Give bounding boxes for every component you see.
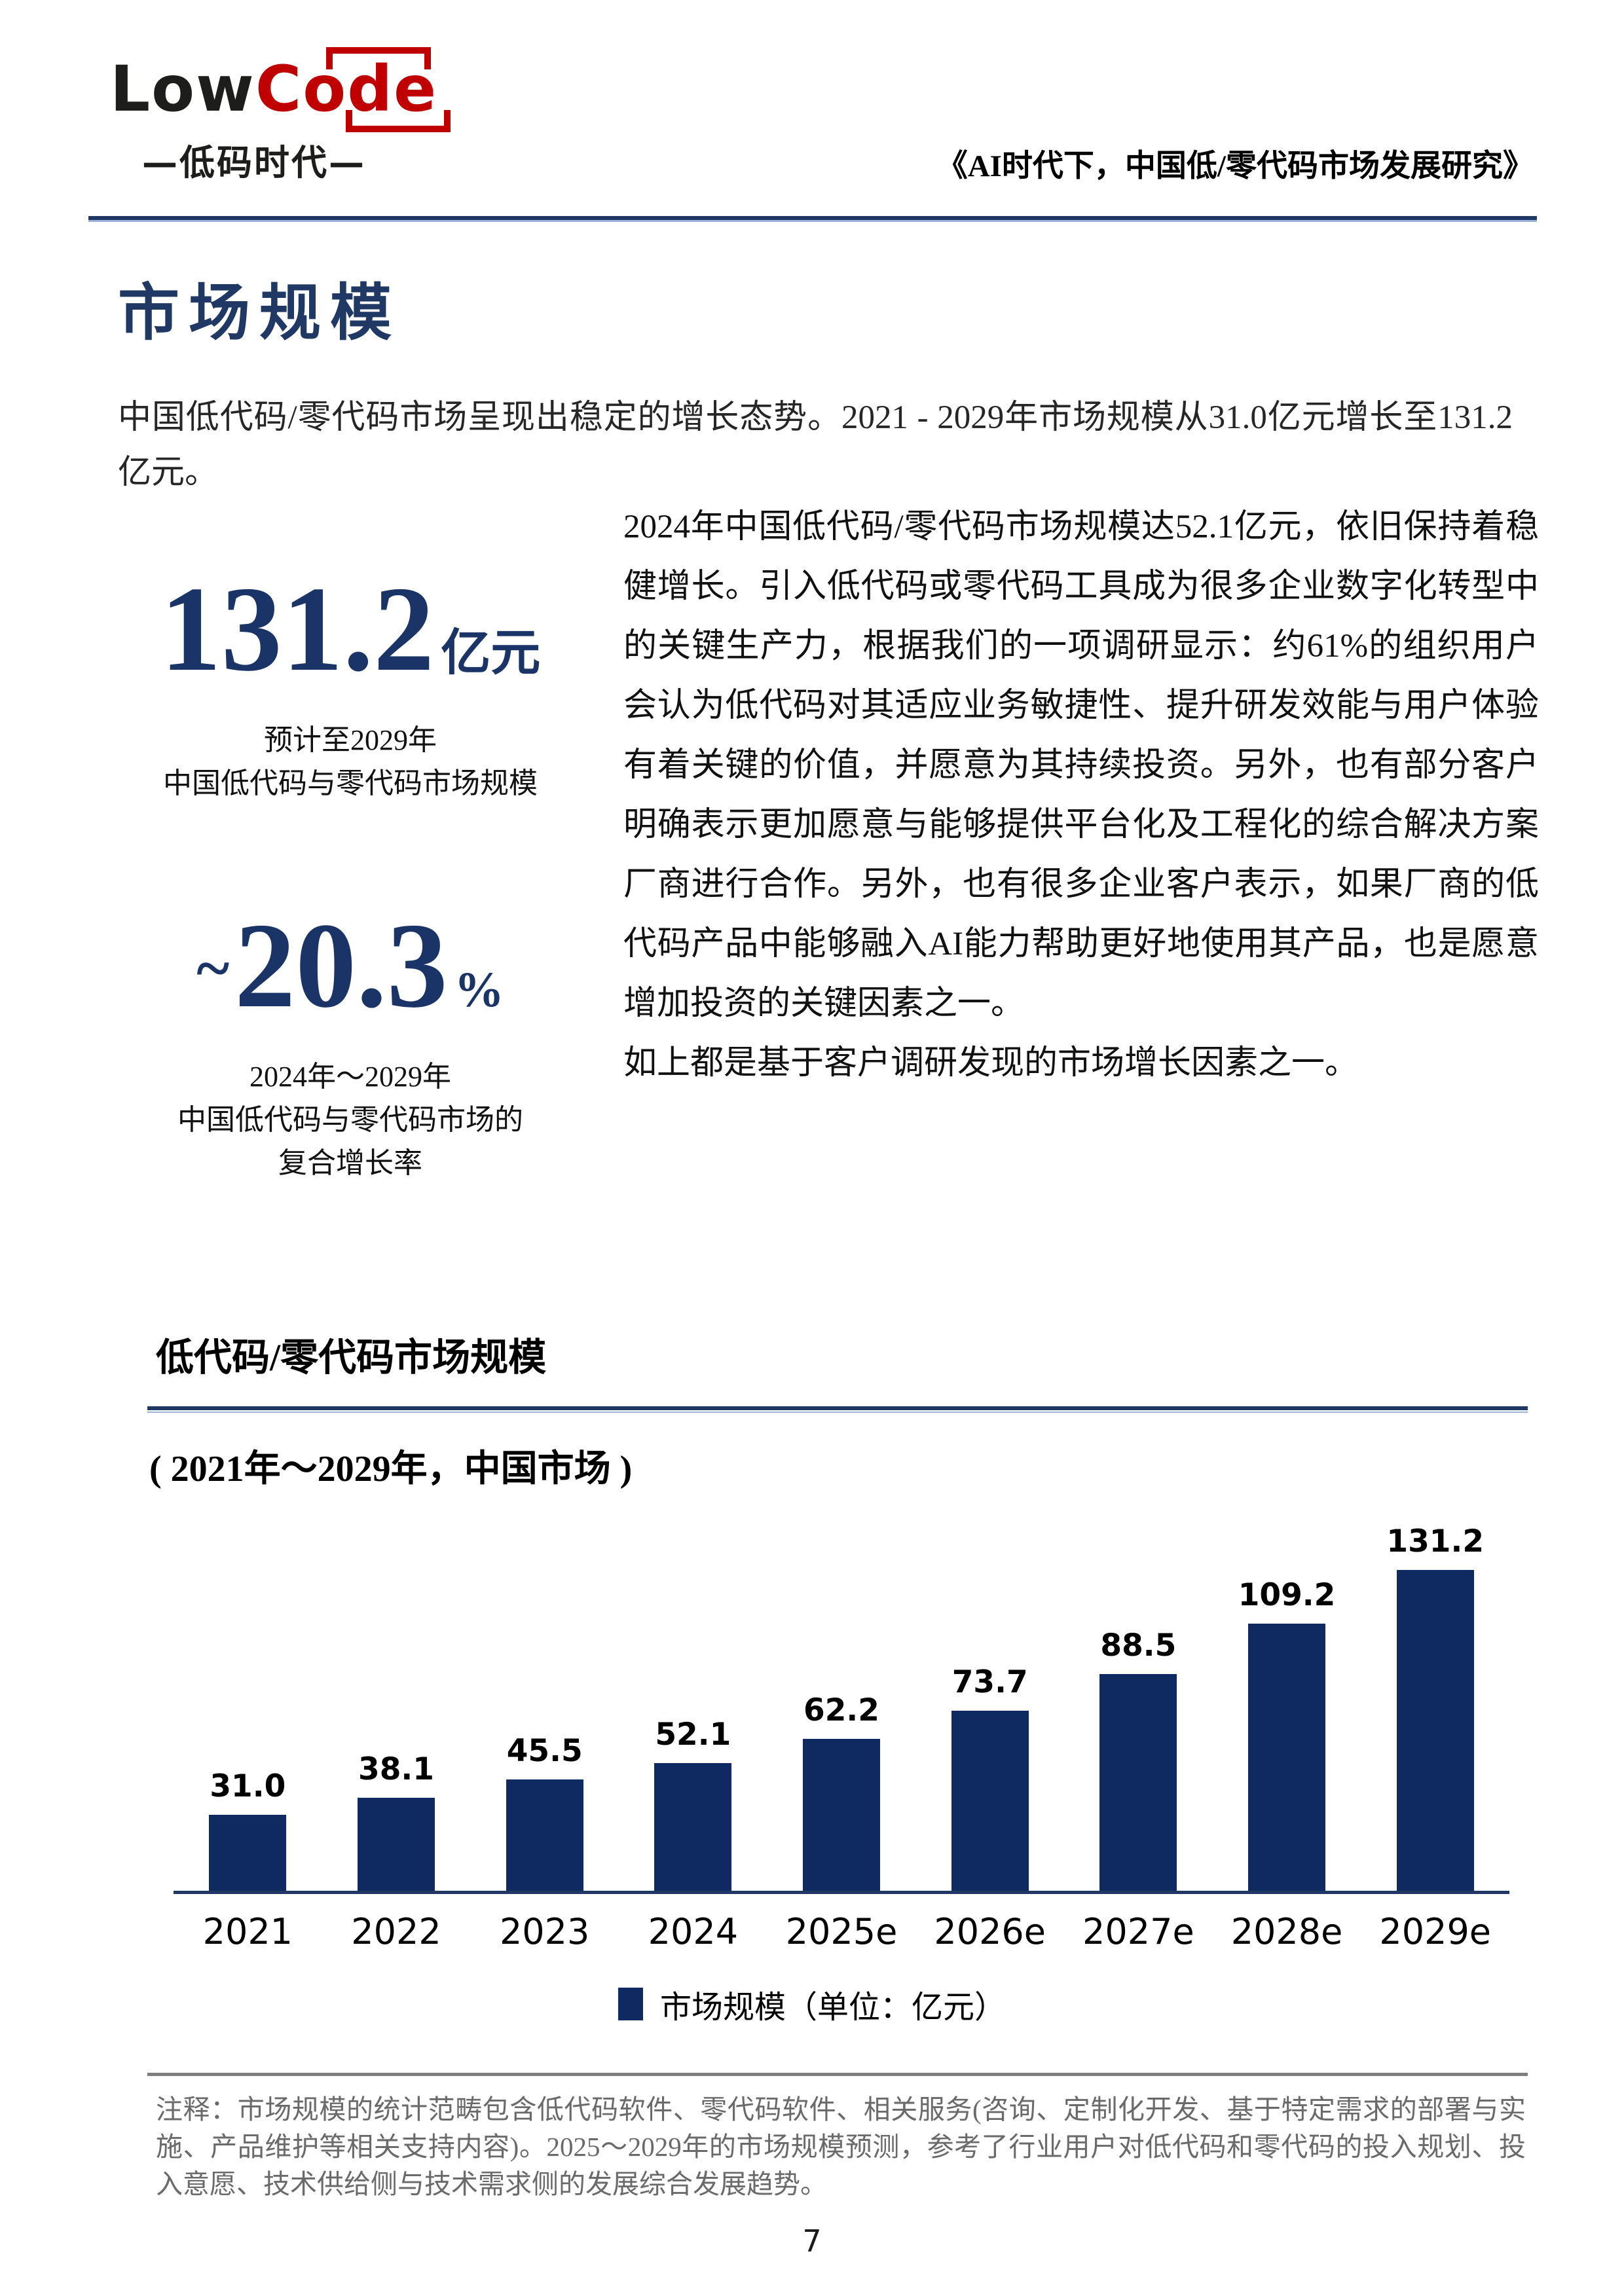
- bar-column: 45.5: [470, 1733, 619, 1891]
- legend-label: 市场规模（单位：亿元）: [659, 1990, 1006, 2025]
- bar-column: 88.5: [1064, 1628, 1213, 1891]
- bar-value-label: 73.7: [951, 1664, 1028, 1700]
- bar-column: 38.1: [322, 1751, 471, 1891]
- body-paragraph: 如上都是基于客户调研发现的市场增长因素之一。: [623, 1045, 1359, 1082]
- stat-value: 131.2 亿元: [105, 568, 596, 690]
- bar-column: 109.2: [1213, 1577, 1361, 1891]
- page-number: 7: [802, 2223, 822, 2259]
- bar-value-label: 109.2: [1238, 1577, 1336, 1613]
- stat-unit: 亿元: [441, 626, 541, 681]
- stat-caption-line: 中国低代码与零代码市场规模: [163, 767, 538, 799]
- bar: [654, 1763, 732, 1891]
- x-axis-label: 2022: [351, 1911, 441, 1952]
- stat-market-size-2029: 131.2 亿元 预计至2029年 中国低代码与零代码市场规模: [105, 568, 596, 805]
- logo-text-low: Low: [110, 52, 255, 126]
- bar-column: 62.2: [767, 1692, 916, 1891]
- footnote-divider: [147, 2073, 1528, 2076]
- bar-value-label: 38.1: [358, 1751, 434, 1787]
- chart-x-axis: 2021 2022 2023 2024 2025e 2026e 2027e 2028e 2029…: [174, 1911, 1509, 1952]
- stat-unit: %: [454, 962, 504, 1017]
- x-axis-label: 2023: [499, 1911, 590, 1952]
- bar: [1248, 1624, 1326, 1891]
- chart-legend: 市场规模（单位：亿元）: [0, 1981, 1624, 2027]
- x-axis-label: 2027e: [1082, 1911, 1194, 1952]
- bar: [358, 1798, 435, 1891]
- bar-chart: 31.0 38.1 45.5 52.1 62.2 73.7 88.5 109.2 131.2 2…: [174, 1520, 1509, 1952]
- bar-column: 52.1: [619, 1717, 767, 1891]
- stat-caption-line: 预计至2029年: [264, 724, 437, 756]
- header-divider: [88, 216, 1537, 222]
- bar-value-label: 45.5: [506, 1733, 583, 1769]
- bar: [506, 1779, 583, 1891]
- x-axis-label: 2025e: [785, 1911, 898, 1952]
- x-axis-label: 2024: [648, 1911, 739, 1952]
- x-axis-label: 2026e: [934, 1911, 1046, 1952]
- stat-value: ~20.3%: [105, 905, 596, 1027]
- legend-swatch-icon: [618, 1988, 643, 2020]
- body-paragraph: 2024年中国低代码/零代码市场规模达52.1亿元，依旧保持着稳健增长。引入低代…: [623, 509, 1539, 1022]
- footnote-text: 注释：市场规模的统计范畴包含低代码软件、零代码软件、相关服务(咨询、定制化开发、…: [156, 2094, 1526, 2199]
- bar-value-label: 131.2: [1386, 1523, 1485, 1559]
- x-axis-label: 2029e: [1379, 1911, 1492, 1952]
- logo-wordmark: LowCode: [110, 47, 451, 132]
- bar: [1396, 1570, 1474, 1891]
- bar: [951, 1711, 1029, 1891]
- x-axis-label: 2021: [202, 1911, 293, 1952]
- bar-value-label: 52.1: [655, 1717, 731, 1753]
- chart-title: 低代码/零代码市场规模: [156, 1336, 547, 1379]
- lowcode-logo: LowCode —低码时代—: [110, 47, 451, 185]
- body-text-column: 2024年中国低代码/零代码市场规模达52.1亿元，依旧保持着稳健增长。引入低代…: [623, 498, 1539, 1093]
- logo-bracket-bottom-icon: [346, 110, 451, 132]
- stat-number: 131.2: [160, 562, 435, 697]
- bar: [209, 1815, 287, 1891]
- logo-subtitle: —低码时代—: [142, 142, 366, 183]
- page-title: 市场规模: [118, 280, 401, 348]
- chart-plot-area: 31.0 38.1 45.5 52.1 62.2 73.7 88.5 109.2 131.2: [174, 1520, 1509, 1894]
- bar-value-label: 88.5: [1100, 1628, 1177, 1664]
- logo-bracket-top-icon: [326, 47, 432, 69]
- bar-column: 73.7: [915, 1664, 1064, 1891]
- key-stats-column: 131.2 亿元 预计至2029年 中国低代码与零代码市场规模 ~20.3% 20…: [105, 568, 596, 1185]
- bar: [803, 1739, 881, 1891]
- chart-title-divider: [147, 1406, 1528, 1413]
- bar: [1099, 1674, 1177, 1891]
- approx-tilde: ~: [196, 933, 230, 1003]
- bar-value-label: 62.2: [803, 1692, 879, 1728]
- intro-paragraph: 中国低代码/零代码市场呈现出稳定的增长态势。2021 - 2029年市场规模从3…: [118, 399, 1513, 491]
- bar-column: 131.2: [1361, 1523, 1509, 1891]
- bar-column: 31.0: [174, 1768, 322, 1891]
- stat-cagr: ~20.3% 2024年～2029年 中国低代码与零代码市场的 复合增长率: [105, 905, 596, 1185]
- bar-value-label: 31.0: [210, 1768, 286, 1804]
- stat-caption: 2024年～2029年 中国低代码与零代码市场的 复合增长率: [105, 1055, 596, 1185]
- stat-caption-line: 2024年～2029年: [249, 1061, 451, 1093]
- document-title: 《AI时代下，中国低/零代码市场发展研究》: [936, 149, 1534, 183]
- stat-caption-line: 复合增长率: [278, 1147, 422, 1179]
- logo-text-code: Code: [255, 52, 438, 126]
- stat-number: 20.3: [234, 898, 448, 1033]
- stat-caption: 预计至2029年 中国低代码与零代码市场规模: [105, 719, 596, 805]
- chart-subtitle: ( 2021年～2029年，中国市场 ): [149, 1449, 633, 1489]
- x-axis-label: 2028e: [1230, 1911, 1343, 1952]
- stat-caption-line: 中国低代码与零代码市场的: [177, 1104, 523, 1136]
